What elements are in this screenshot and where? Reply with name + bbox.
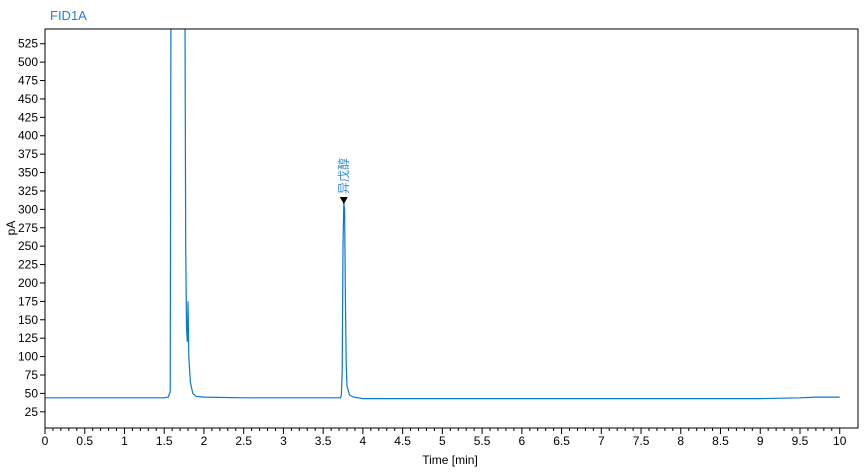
x-tick-label: 8 bbox=[677, 434, 684, 448]
x-tick-label: 1 bbox=[121, 434, 128, 448]
plot-frame bbox=[44, 28, 859, 429]
y-tick-label: 450 bbox=[18, 92, 38, 106]
x-tick-label: 8.5 bbox=[712, 434, 729, 448]
x-tick-label: 3.5 bbox=[315, 434, 332, 448]
x-tick-label: 10 bbox=[833, 434, 847, 448]
y-tick-label: 275 bbox=[18, 221, 38, 235]
x-axis-label: Time [min] bbox=[422, 453, 478, 467]
y-tick-label: 100 bbox=[18, 350, 38, 364]
x-tick-label: 6.5 bbox=[553, 434, 570, 448]
x-tick-label: 0.5 bbox=[76, 434, 93, 448]
x-tick-label: 1.5 bbox=[156, 434, 173, 448]
chart-title: FID1A bbox=[50, 8, 87, 23]
x-tick-label: 2.5 bbox=[235, 434, 252, 448]
x-tick-label: 9.5 bbox=[792, 434, 809, 448]
x-tick-label: 4 bbox=[360, 434, 367, 448]
y-tick-label: 375 bbox=[18, 147, 38, 161]
y-tick-label: 225 bbox=[18, 258, 38, 272]
y-tick-label: 400 bbox=[18, 129, 38, 143]
peak-marker-triangle-icon bbox=[339, 196, 348, 204]
x-tick-label: 9 bbox=[757, 434, 764, 448]
x-tick-label: 6 bbox=[518, 434, 525, 448]
x-tick-label: 3 bbox=[280, 434, 287, 448]
x-tick-label: 2 bbox=[201, 434, 208, 448]
y-tick-label: 475 bbox=[18, 74, 38, 88]
peak-label: 异戊醇 bbox=[336, 158, 351, 194]
y-tick-label: 25 bbox=[25, 405, 39, 419]
y-tick-label: 50 bbox=[25, 386, 39, 400]
y-tick-label: 500 bbox=[18, 55, 38, 69]
y-tick-label: 525 bbox=[18, 37, 38, 51]
x-tick-label: 4.5 bbox=[394, 434, 411, 448]
y-tick-label: 125 bbox=[18, 331, 38, 345]
y-tick-label: 300 bbox=[18, 202, 38, 216]
y-tick-label: 200 bbox=[18, 276, 38, 290]
y-tick-label: 325 bbox=[18, 184, 38, 198]
y-axis-label: pA bbox=[4, 221, 18, 236]
y-tick-label: 75 bbox=[25, 368, 39, 382]
x-tick-label: 5.5 bbox=[474, 434, 491, 448]
x-tick-label: 5 bbox=[439, 434, 446, 448]
x-tick-label: 7.5 bbox=[633, 434, 650, 448]
x-tick-label: 7 bbox=[598, 434, 605, 448]
x-tick-label: 0 bbox=[42, 434, 49, 448]
y-tick-label: 150 bbox=[18, 313, 38, 327]
y-tick-label: 175 bbox=[18, 294, 38, 308]
y-tick-label: 250 bbox=[18, 239, 38, 253]
signal-trace bbox=[45, 29, 840, 400]
y-tick-label: 425 bbox=[18, 110, 38, 124]
y-tick-label: 350 bbox=[18, 166, 38, 180]
